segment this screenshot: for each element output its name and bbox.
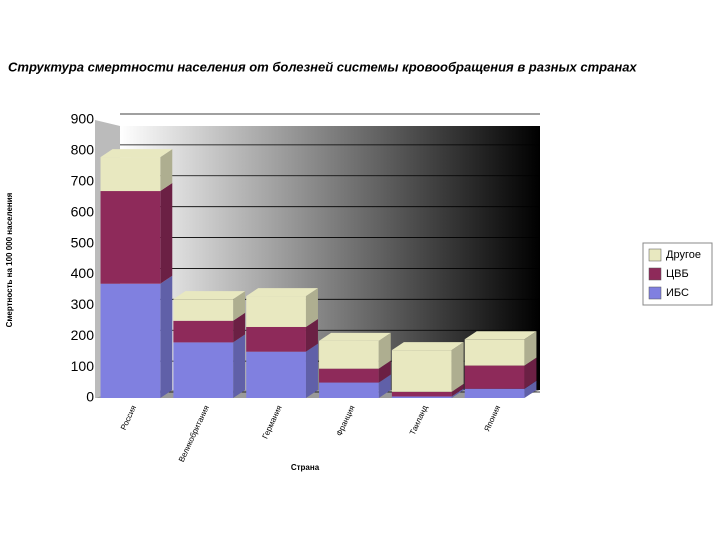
legend-swatch [648, 248, 662, 262]
bar-segment [100, 157, 161, 192]
y-tick-label: 100 [71, 358, 95, 374]
bar-segment [173, 299, 234, 321]
bar-side [524, 331, 537, 366]
x-tick-label: Россия [119, 404, 138, 432]
bar-side [160, 183, 173, 284]
legend-label: ИБС [666, 287, 689, 299]
bar-top [246, 288, 318, 297]
bar-side [451, 383, 464, 397]
bar-side [524, 357, 537, 389]
x-tick-label: Франция [335, 404, 357, 438]
bar-side [305, 318, 318, 352]
bar-side [233, 291, 246, 321]
legend-label: ЦВБ [666, 268, 689, 280]
bar-segment [319, 340, 379, 369]
chart-title: Структура смертности населения от болезн… [8, 59, 637, 74]
y-tick-label: 400 [71, 265, 95, 281]
y-tick-label: 0 [86, 389, 94, 405]
legend-label: Другое [666, 249, 701, 261]
bar-side [451, 388, 464, 398]
y-tick-label: 300 [71, 296, 95, 312]
bar-top [100, 149, 173, 158]
bar-segment [464, 339, 525, 366]
bar-side [160, 275, 173, 398]
bar-segment [464, 365, 525, 389]
bar-segment [173, 342, 234, 398]
x-tick-label: Таиланд [408, 404, 430, 437]
bar-segment [319, 382, 379, 398]
y-tick-label: 600 [71, 203, 95, 219]
y-tick-label: 900 [71, 111, 95, 127]
x-axis-label: Страна [291, 463, 320, 472]
bar-side [305, 343, 318, 398]
bar-segment [391, 391, 452, 397]
bar-top [319, 332, 391, 341]
y-axis-label: Смертность на 100 000 населения [5, 192, 14, 327]
y-tick-label: 800 [71, 142, 95, 158]
bar-segment [391, 350, 452, 392]
bar-segment [246, 351, 306, 398]
legend-swatch [648, 267, 662, 281]
bar-side [305, 288, 318, 327]
bar-segment [464, 388, 525, 398]
bar-top [391, 342, 464, 351]
bar-top [173, 291, 246, 300]
bar-side [378, 374, 391, 398]
bar-side [451, 342, 464, 392]
bar-side [378, 332, 391, 369]
bar-side [524, 380, 537, 398]
x-tick-label: Германия [260, 404, 283, 440]
x-tick-label: Япония [482, 404, 502, 433]
bar-top [464, 331, 537, 340]
bar-side [233, 334, 246, 398]
y-tick-label: 700 [71, 172, 95, 188]
bar-segment [319, 368, 379, 383]
bar-segment [246, 326, 306, 352]
bar-segment [173, 320, 234, 343]
bar-side [233, 312, 246, 343]
bar-segment [246, 296, 306, 327]
bar-side [160, 149, 173, 192]
bar-side [378, 360, 391, 383]
bar-segment [100, 191, 161, 284]
bar-segment [100, 283, 161, 398]
y-tick-label: 200 [71, 327, 95, 343]
x-tick-label: Великобритания [177, 404, 211, 463]
legend-swatch [648, 286, 662, 300]
bar-segment [391, 396, 452, 398]
y-tick-label: 500 [71, 234, 95, 250]
